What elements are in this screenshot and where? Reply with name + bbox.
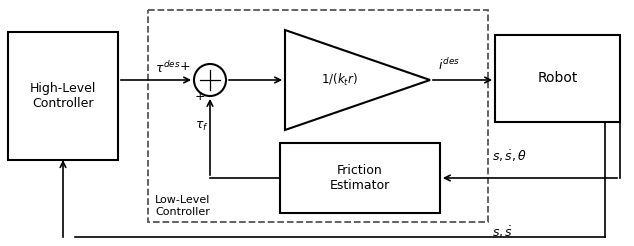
Text: Robot: Robot xyxy=(537,72,578,86)
Text: +: + xyxy=(195,91,205,104)
Bar xyxy=(148,10,488,222)
Text: Friction
Estimator: Friction Estimator xyxy=(330,164,390,192)
Circle shape xyxy=(194,64,226,96)
Bar xyxy=(280,143,440,213)
Text: $1/(k_t r)$: $1/(k_t r)$ xyxy=(321,72,358,88)
Text: High-Level
Controller: High-Level Controller xyxy=(30,82,96,110)
Polygon shape xyxy=(285,30,430,130)
Text: $\tau_f$: $\tau_f$ xyxy=(195,120,209,133)
Text: $\tau^{des}$: $\tau^{des}$ xyxy=(155,60,181,76)
Text: Low-Level
Controller: Low-Level Controller xyxy=(155,195,210,216)
Text: $s, \dot{s}, \theta$: $s, \dot{s}, \theta$ xyxy=(492,148,527,164)
Bar xyxy=(8,32,118,160)
Text: $i^{des}$: $i^{des}$ xyxy=(438,57,460,73)
Bar xyxy=(495,35,620,122)
Text: +: + xyxy=(179,61,190,74)
Text: $s, \dot{s}$: $s, \dot{s}$ xyxy=(492,224,513,240)
